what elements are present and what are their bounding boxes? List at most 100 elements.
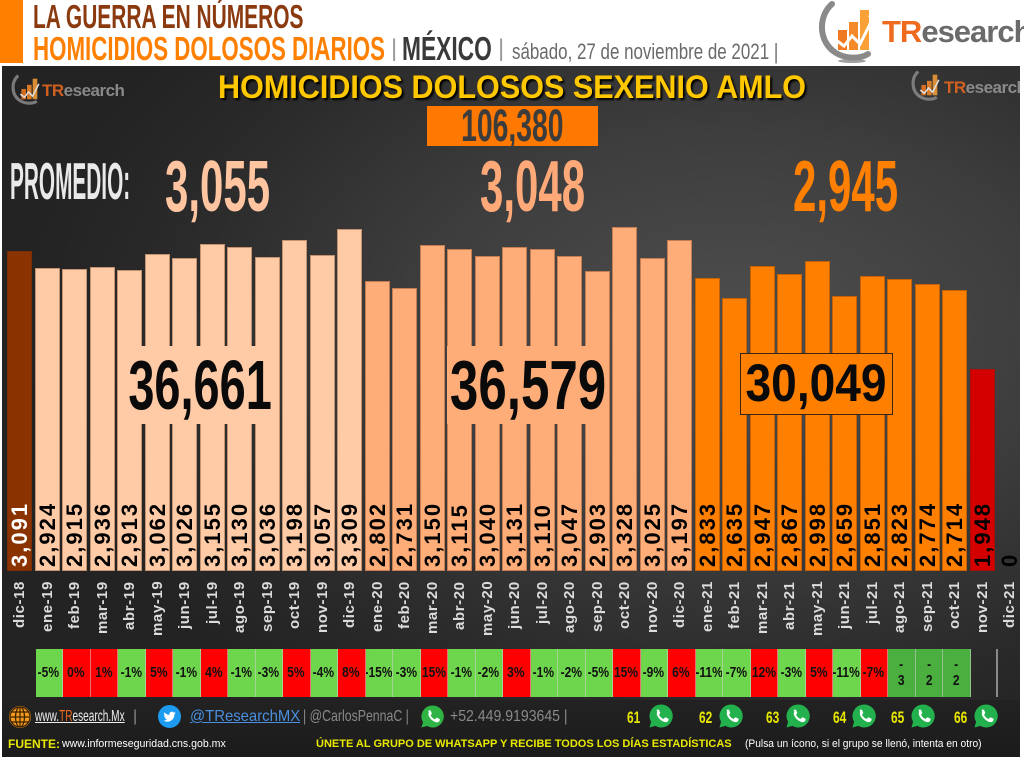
- twitter-icon[interactable]: [158, 705, 181, 728]
- whatsapp-group-63-icon[interactable]: [785, 703, 811, 729]
- monthly-change-cell: - 3: [888, 649, 916, 697]
- whatsapp-group-62-icon[interactable]: [718, 703, 744, 729]
- monthly-change-value: 6%: [672, 664, 690, 681]
- month-label: nov-20: [643, 581, 661, 633]
- monthly-change-cell: -3%: [393, 649, 421, 697]
- bar-jun-21: [832, 295, 857, 571]
- source-url-link[interactable]: www.informeseguridad.cns.gob.mx: [62, 738, 226, 750]
- bar-value-label: 2,714: [942, 501, 967, 567]
- monthly-change-cell: -7%: [860, 649, 888, 697]
- month-label: mar-21: [753, 581, 771, 634]
- month-label: jun-20: [506, 581, 523, 629]
- month-label: sep-20: [588, 581, 606, 633]
- monthly-change-cell: 15%: [613, 649, 641, 697]
- month-label: dic-21: [1001, 581, 1018, 628]
- twitter-handle-link[interactable]: @TResearchMX: [190, 708, 301, 725]
- bar-nov-19: [309, 254, 335, 571]
- monthly-change-cell: -7%: [723, 649, 751, 697]
- whatsapp-group-number: 61: [627, 708, 641, 727]
- year-total-2021: 30,049: [740, 353, 893, 415]
- bar-value-label: 2,774: [914, 501, 940, 567]
- monthly-change-value: 8%: [342, 664, 360, 681]
- bar-dic-19: [337, 228, 362, 571]
- bar-value-label: 3,091: [7, 501, 32, 567]
- monthly-change-cell: 3%: [503, 649, 531, 697]
- header-kicker: LA GUERRA EN NÚMEROS: [33, 0, 304, 35]
- month-label: abr-20: [451, 581, 468, 630]
- monthly-change-value: - 2: [925, 656, 933, 689]
- monthly-change-cell: -9%: [640, 649, 668, 697]
- bar-feb-20: [392, 288, 417, 571]
- year-total-value: 36,661: [128, 346, 273, 424]
- whatsapp-group-64-icon[interactable]: [851, 703, 877, 729]
- month-label: abr-21: [781, 581, 798, 630]
- monthly-change-cell: -4%: [310, 649, 338, 697]
- bar-value-label: 3,062: [144, 501, 170, 567]
- bar-ene-19: [34, 268, 60, 571]
- tresearch-logo-icon: [11, 74, 40, 105]
- monthly-change-cell: 15%: [420, 649, 448, 697]
- bar-oct-20: [612, 226, 637, 571]
- month-label: jun-19: [176, 581, 193, 629]
- bar-jul-21: [859, 275, 885, 571]
- bar-value-label: 2,947: [749, 501, 775, 567]
- bar-value-label: 2,903: [584, 501, 610, 567]
- monthly-change-value: -5%: [38, 664, 60, 681]
- monthly-change-value: 5%: [150, 664, 168, 681]
- monthly-change-cell: 4%: [200, 649, 228, 697]
- month-label: ene-20: [368, 581, 386, 633]
- whatsapp-group-61-icon[interactable]: [648, 703, 674, 729]
- monthly-change-value: -1%: [230, 664, 252, 681]
- whatsapp-group-number: 64: [833, 708, 847, 727]
- bar-value-label: 3,198: [282, 501, 307, 567]
- whatsapp-group-number: 66: [954, 708, 968, 727]
- average-2019: 3,055: [165, 147, 271, 227]
- monthly-change-cell: 5%: [283, 649, 311, 697]
- monthly-change-cell: -11%: [833, 649, 861, 697]
- tresearch-logo-icon: [911, 70, 940, 101]
- bar-dic-18: [7, 251, 32, 571]
- monthly-change-value: -15%: [365, 664, 393, 681]
- whatsapp-group-66-icon[interactable]: [973, 703, 999, 729]
- bar-dic-20: [667, 240, 692, 571]
- month-label: ago-19: [231, 581, 248, 633]
- monthly-change-value: -9%: [643, 664, 665, 681]
- month-label: feb-21: [726, 581, 743, 629]
- whatsapp-group-number: 62: [699, 708, 713, 727]
- bar-mar-21: [749, 265, 775, 571]
- monthly-change-value: 15%: [421, 664, 446, 681]
- monthly-change-value: -1%: [450, 664, 472, 681]
- header-date: sábado, 27 de noviembre de 2021 |: [512, 39, 779, 64]
- change-row-divider: [996, 649, 998, 697]
- total-badge: 106,380: [427, 103, 598, 148]
- monthly-change-value: -3%: [780, 664, 802, 681]
- bar-value-label: 3,130: [227, 501, 252, 567]
- monthly-change-value: -1%: [120, 664, 142, 681]
- month-label: sep-19: [258, 581, 276, 633]
- monthly-change-cell: -1%: [448, 649, 476, 697]
- bar-value-label: 2,823: [887, 501, 912, 567]
- bar-value-label: 2,915: [62, 501, 87, 567]
- bar-value-label: 3,309: [337, 501, 362, 567]
- monthly-change-value: -2%: [560, 664, 582, 681]
- bar-value-label: 2,867: [777, 501, 802, 567]
- whatsapp-group-65-icon[interactable]: [910, 703, 936, 729]
- month-label: abr-19: [121, 581, 138, 630]
- whatsapp-icon[interactable]: [420, 704, 445, 729]
- monthly-change-cell: 5%: [145, 649, 173, 697]
- bar-value-label: 3,110: [529, 503, 555, 567]
- bar-value-label: 2,731: [392, 501, 417, 567]
- bar-sep-21: [914, 283, 940, 571]
- monthly-change-cell: -2%: [558, 649, 586, 697]
- website-link[interactable]: www.TResearch.Mx: [35, 708, 125, 725]
- monthly-change-cell: -1%: [530, 649, 558, 697]
- monthly-change-cell: -3%: [778, 649, 806, 697]
- year-total-value: 30,049: [745, 354, 888, 413]
- personal-handle: | @CarlosPennaC |: [303, 708, 409, 725]
- whatsapp-join-hint: (Pulsa un ícono, si el grupo se llenó, i…: [745, 738, 982, 750]
- monthly-change-cell: - 2: [943, 649, 971, 697]
- header-separator: |: [498, 35, 505, 62]
- phone-number: +52.449.9193645 |: [450, 708, 568, 725]
- bar-oct-19: [282, 240, 307, 571]
